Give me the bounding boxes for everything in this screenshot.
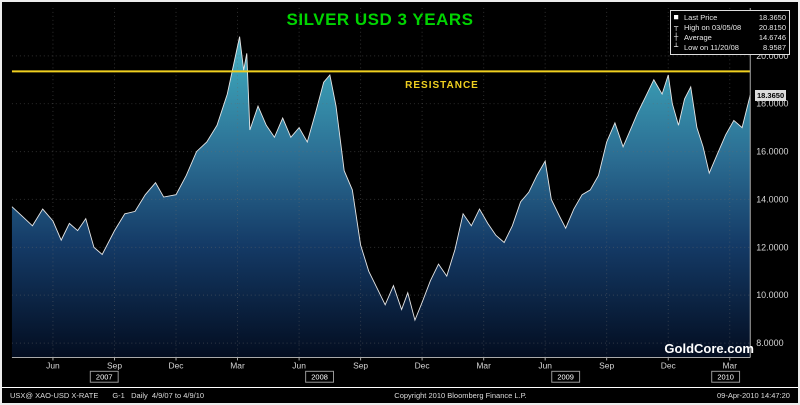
x-tick-label: Jun [46, 360, 60, 370]
year-label-box [305, 370, 334, 383]
legend-row-low: ┴ Low on 11/20/08 8.9587 [674, 43, 786, 52]
x-tick-label: Dec [169, 360, 184, 370]
last-price-tag: 18.3650 [755, 90, 787, 101]
y-tick-label: 8.0000 [756, 338, 783, 348]
x-tick-label: Dec [415, 360, 430, 370]
year-label: 2010 [717, 373, 734, 382]
legend-value: 8.9587 [763, 43, 786, 52]
legend-value: 14.6746 [758, 33, 786, 42]
x-tick-label: Sep [107, 360, 122, 370]
high-marker-icon: ┬ [674, 23, 679, 31]
chart-title: SILVER USD 3 YEARS [286, 10, 474, 29]
x-tick-label: Mar [230, 360, 245, 370]
legend-label: Average [684, 33, 712, 42]
x-tick-label: Jun [538, 360, 552, 370]
year-label: 2008 [311, 373, 328, 382]
x-tick-label: Sep [353, 360, 368, 370]
x-tick-label: Mar [722, 360, 737, 370]
price-area [11, 36, 751, 358]
year-label: 2007 [96, 373, 113, 382]
y-tick-label: 16.0000 [756, 147, 788, 157]
legend-label: Last Price [684, 13, 718, 22]
resistance-label: RESISTANCE [405, 80, 479, 91]
last-price-marker-icon: ■ [674, 13, 679, 21]
price-line [11, 36, 751, 322]
footer-left-group: USX@ XAO-USD X-RATE G-1 Daily 4/9/07 to … [10, 391, 204, 400]
ticker-info: USX@ XAO-USD X-RATE [10, 391, 99, 400]
x-tick-label: Mar [476, 360, 491, 370]
year-label: 2009 [557, 373, 574, 382]
legend-box: ■ Last Price 18.3650 ┬ High on 03/05/08 … [670, 10, 790, 55]
goldcore-watermark: GoldCore.com [664, 341, 754, 356]
footer-bar: USX@ XAO-USD X-RATE G-1 Daily 4/9/07 to … [2, 387, 798, 403]
y-tick-label: 20.0000 [756, 51, 788, 61]
legend-label: Low on 11/20/08 [684, 43, 739, 52]
legend-value: 20.8150 [758, 23, 786, 32]
copyright-text: Copyright 2010 Bloomberg Finance L.P. [394, 391, 527, 400]
low-marker-icon: ┴ [674, 43, 679, 51]
y-tick-label: 18.0000 [756, 99, 788, 109]
x-tick-label: Jun [292, 360, 306, 370]
legend-row-high: ┬ High on 03/05/08 20.8150 [674, 23, 786, 32]
y-tick-label: 12.0000 [756, 242, 788, 252]
average-marker-icon: ┼ [674, 33, 679, 41]
year-label-box [711, 370, 741, 383]
legend-label: High on 03/05/08 [684, 23, 742, 32]
y-tick-label: 10.0000 [756, 290, 788, 300]
x-tick-label: Dec [661, 360, 676, 370]
x-tick-label: Sep [599, 360, 614, 370]
legend-row-average: ┼ Average 14.6746 [674, 33, 786, 42]
legend-row-last-price: ■ Last Price 18.3650 [674, 13, 786, 22]
y-tick-label: 14.0000 [756, 194, 788, 204]
year-label-box [551, 370, 581, 383]
range-info: G-1 Daily 4/9/07 to 4/9/10 [112, 391, 205, 400]
year-label-box [89, 370, 119, 383]
timestamp: 09-Apr-2010 14:47:20 [717, 391, 790, 400]
legend-value: 18.3650 [758, 13, 786, 22]
